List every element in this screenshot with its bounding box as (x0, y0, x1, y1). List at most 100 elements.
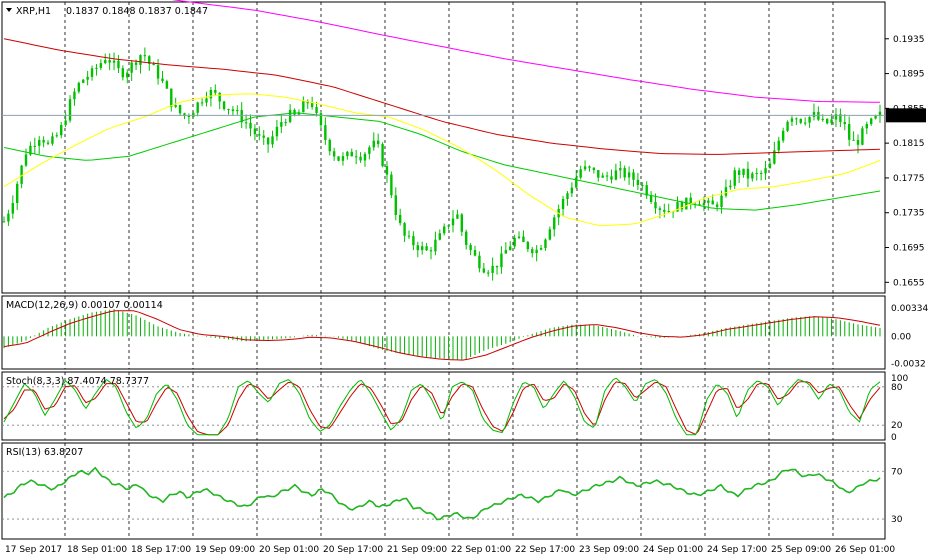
candle-body (579, 169, 582, 178)
candle-body (346, 151, 349, 157)
moving-average-line (3, 38, 881, 155)
candle-body (451, 218, 455, 226)
candle-body (812, 111, 816, 117)
candle-body (407, 235, 411, 237)
candle-body (332, 151, 336, 157)
candle-body (443, 226, 446, 234)
candle-body (834, 114, 838, 120)
candle-body (487, 272, 490, 274)
moving-average-line (3, 112, 881, 211)
candle-body (729, 185, 732, 188)
stoch-pane-frame (1, 371, 886, 441)
candle-body (597, 170, 600, 178)
candle-body (64, 120, 67, 126)
candle-body (354, 156, 358, 158)
candle-body (24, 154, 28, 166)
candle-body (627, 172, 631, 178)
last-price-tag (886, 108, 926, 123)
candle-body (773, 150, 776, 164)
price-tick-label: 0.1695 (893, 244, 925, 254)
candle-body (790, 118, 794, 122)
rsi-label: RSI(13) 63.8207 (6, 447, 83, 458)
candle-body (319, 113, 323, 126)
candle-body (7, 213, 10, 222)
candle-body (720, 195, 723, 207)
collapse-arrow-icon[interactable] (6, 8, 12, 12)
candle-body (434, 239, 437, 252)
candle-body (764, 168, 767, 174)
macd-indicator (3, 309, 881, 361)
candle-body (42, 139, 45, 143)
candle-body (240, 109, 243, 123)
candle-body (324, 125, 327, 140)
moving-averages (3, 0, 881, 227)
moving-average-line (3, 93, 881, 227)
candle-body (570, 187, 574, 194)
candle-body (522, 236, 525, 242)
candle-body (825, 118, 829, 124)
candle-body (341, 156, 345, 161)
candle-body (68, 99, 72, 121)
candle-body (504, 250, 508, 254)
time-axis-labels: 17 Sep 2017 18 Sep 01:00 18 Sep 17:00 19 Se… (5, 545, 895, 555)
candle-body (174, 105, 177, 107)
indicator-tick-label: 20 (891, 421, 903, 431)
candle-body (839, 114, 842, 123)
price-tick-label: 0.1655 (893, 278, 925, 288)
candle-body (535, 249, 538, 254)
candle-body (465, 231, 468, 245)
candle-body (266, 137, 270, 145)
candle-body (865, 124, 868, 129)
candle-body (108, 60, 111, 63)
indicator-tick-label: -0.0032 (891, 360, 926, 370)
time-axis-label: 19 Sep 09:00 (195, 545, 255, 555)
candle-body (60, 125, 63, 136)
candle-body (786, 121, 789, 131)
candle-body (337, 156, 340, 161)
candle-body (218, 92, 221, 102)
candle-body (126, 72, 129, 78)
candle-body (90, 68, 94, 77)
candle-body (275, 126, 279, 137)
time-axis-label: 24 Sep 01:00 (643, 545, 703, 555)
candle-body (104, 60, 107, 64)
candle-body (86, 76, 89, 80)
candle-body (99, 63, 103, 68)
candle-body (143, 55, 147, 57)
candle-body (724, 187, 728, 196)
candle-body (680, 202, 684, 210)
candle-body (759, 173, 763, 175)
candle-body (134, 62, 138, 65)
candle-body (575, 177, 578, 188)
candle-body (795, 118, 798, 120)
candle-body (16, 183, 19, 204)
candle-body (328, 139, 331, 152)
candle-body (183, 113, 186, 116)
candle-body (469, 244, 472, 251)
candle-body (447, 225, 450, 227)
time-axis-label: 18 Sep 17:00 (131, 545, 191, 555)
vertical-grid (64, 2, 834, 539)
price-tick-label: 0.1735 (893, 209, 925, 219)
candle-body (200, 102, 204, 104)
candle-body (385, 166, 389, 175)
time-axis-label: 17 Sep 2017 (5, 545, 62, 555)
candle-body (244, 122, 248, 124)
candle-body (394, 195, 397, 215)
rsi-line (3, 466, 881, 521)
candle-body (500, 253, 503, 268)
candle-body (641, 185, 644, 187)
symbol-title: XRP,H1 (16, 6, 51, 17)
candle-body (553, 217, 556, 230)
candle-body (711, 200, 714, 205)
candle-body (258, 134, 261, 136)
candle-body (438, 233, 441, 240)
time-axis-label: 20 Sep 01:00 (259, 545, 319, 555)
candle-body (491, 265, 494, 273)
candle-body (526, 241, 530, 250)
candle-body (425, 246, 428, 251)
candle-body (544, 239, 547, 248)
candle-body (376, 140, 380, 145)
candle-body (460, 214, 464, 232)
